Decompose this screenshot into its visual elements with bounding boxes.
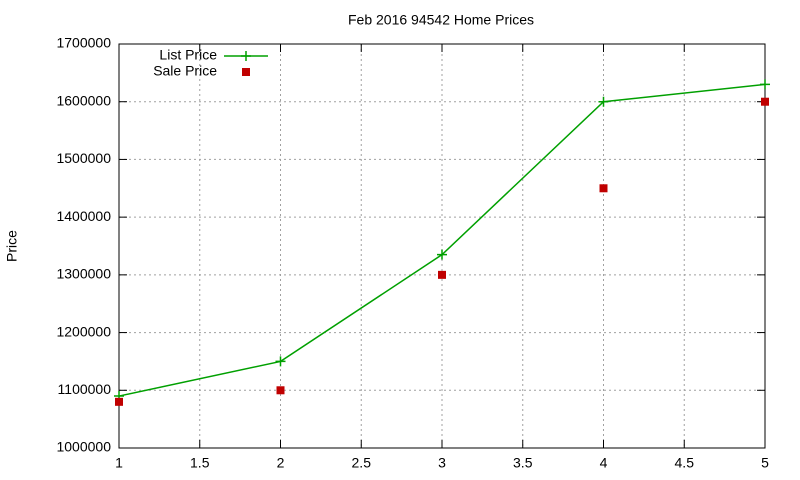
x-tick-label: 5 xyxy=(761,455,769,471)
x-tick-label: 1.5 xyxy=(190,455,210,471)
x-tick-label: 1 xyxy=(115,455,123,471)
y-tick-label: 1300000 xyxy=(56,266,111,282)
data-point xyxy=(275,356,286,367)
data-point xyxy=(115,397,123,406)
y-tick-label: 1400000 xyxy=(56,208,111,224)
legend-label: List Price xyxy=(159,47,217,63)
y-tick-label: 1600000 xyxy=(56,92,111,108)
x-tick-label: 4 xyxy=(600,455,608,471)
data-point xyxy=(276,386,285,395)
y-tick-label: 1000000 xyxy=(56,439,111,455)
y-axis-label: Price xyxy=(4,230,20,262)
y-tick-label: 1200000 xyxy=(56,323,111,339)
data-point xyxy=(761,97,769,106)
data-point xyxy=(598,96,609,107)
x-tick-label: 2 xyxy=(277,455,285,471)
x-tick-label: 2.5 xyxy=(352,455,372,471)
data-point xyxy=(437,249,447,260)
data-point xyxy=(599,184,608,193)
legend-label: Sale Price xyxy=(153,63,217,79)
legend-swatch xyxy=(241,51,251,61)
chart-title: Feb 2016 94542 Home Prices xyxy=(348,12,534,28)
y-tick-label: 1500000 xyxy=(56,150,111,166)
y-tick-label: 1100000 xyxy=(58,381,112,397)
x-tick-label: 3.5 xyxy=(513,455,533,471)
x-tick-label: 3 xyxy=(438,455,446,471)
plot-border xyxy=(118,43,766,449)
legend-swatch xyxy=(242,68,250,76)
x-tick-label: 4.5 xyxy=(675,455,695,471)
data-point xyxy=(438,270,446,279)
y-tick-label: 1700000 xyxy=(56,35,111,51)
data-point xyxy=(760,79,770,90)
